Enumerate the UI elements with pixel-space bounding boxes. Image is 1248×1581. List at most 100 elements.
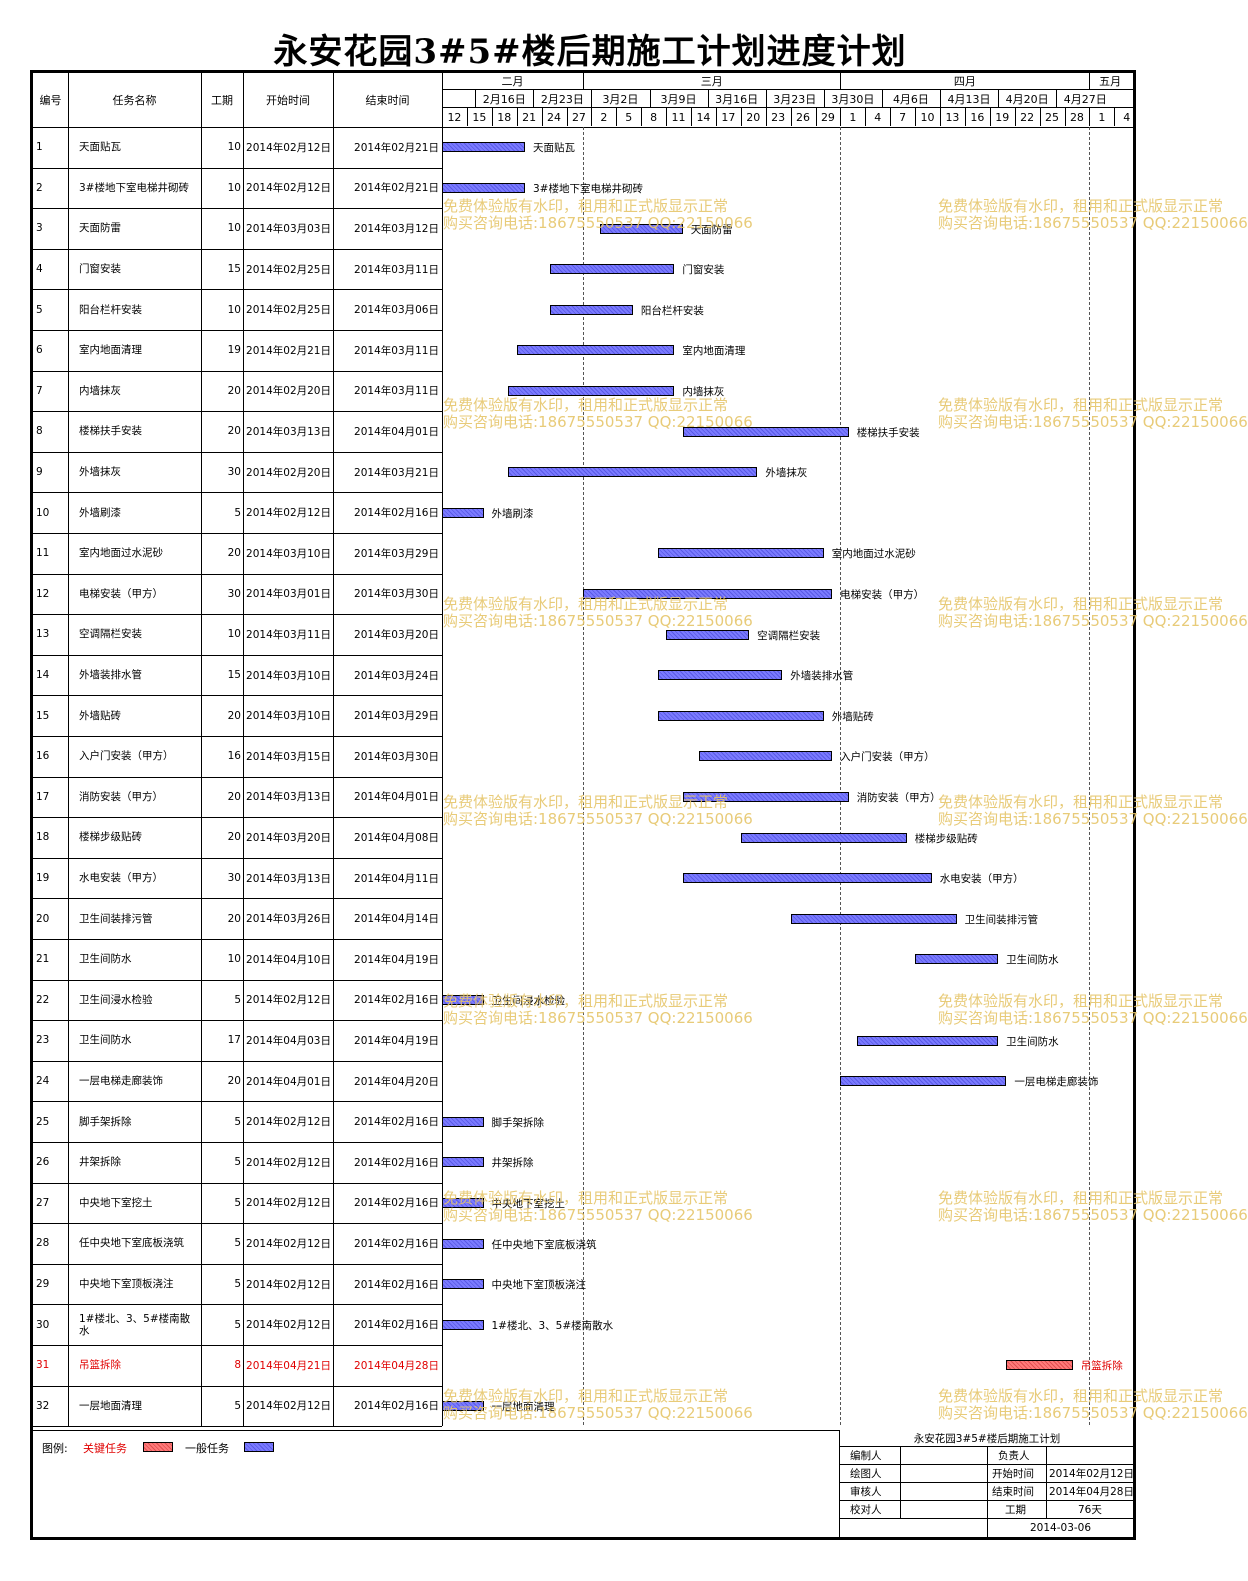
task-name: 卫生间防水 xyxy=(79,953,132,966)
row-line xyxy=(33,1345,442,1346)
month-divider xyxy=(1089,73,1091,89)
row-line xyxy=(33,167,442,169)
month-dashed-line xyxy=(1089,127,1091,1427)
task-id: 10 xyxy=(36,506,50,519)
task-duration: 10 xyxy=(227,141,241,154)
task-name: 井架拆除 xyxy=(79,1156,121,1169)
day-label: 28 xyxy=(1069,110,1084,124)
task-name: 一层地面清理 xyxy=(79,1399,142,1412)
day-label: 16 xyxy=(970,110,985,124)
task-duration: 15 xyxy=(227,669,241,682)
task-start: 2014年02月25日 xyxy=(246,304,331,317)
task-id: 29 xyxy=(36,1278,50,1291)
task-end: 2014年03月29日 xyxy=(354,710,439,723)
day-label: 22 xyxy=(1020,110,1035,124)
task-name: 中央地下室顶板浇注 xyxy=(79,1278,174,1291)
task-duration: 10 xyxy=(227,181,241,194)
task-duration: 5 xyxy=(234,1115,241,1128)
day-label: 18 xyxy=(497,110,512,124)
task-id: 18 xyxy=(36,831,50,844)
titleblock-date: 2014-03-06 xyxy=(1030,1521,1092,1534)
day-label: 4 xyxy=(874,110,882,124)
task-end: 2014年04月14日 xyxy=(354,913,439,926)
day-label: 1 xyxy=(1098,110,1106,124)
header-line xyxy=(442,107,1133,108)
task-name: 楼梯扶手安装 xyxy=(79,425,142,438)
day-label: 2 xyxy=(600,110,608,124)
task-id: 20 xyxy=(36,912,50,925)
week-divider xyxy=(881,90,883,107)
month-label: 五月 xyxy=(1099,75,1122,88)
task-name: 外墙贴砖 xyxy=(79,709,121,722)
task-name: 外墙抹灰 xyxy=(79,466,121,479)
task-end: 2014年03月24日 xyxy=(354,669,439,682)
header-line xyxy=(442,89,1133,90)
week-divider xyxy=(823,90,825,107)
task-duration: 5 xyxy=(234,1399,241,1412)
task-bar xyxy=(442,994,484,1005)
owner-label: 负责人 xyxy=(998,1450,1030,1462)
row-line xyxy=(33,533,442,534)
task-bar-label: 外墙刷漆 xyxy=(491,507,534,520)
task-start: 2014年03月11日 xyxy=(246,628,331,641)
day-label: 5 xyxy=(625,110,633,124)
day-divider xyxy=(541,108,543,126)
task-bar xyxy=(442,1319,484,1330)
task-bar-label: 消防安装（甲方） xyxy=(856,791,941,804)
task-start: 2014年02月12日 xyxy=(246,1278,331,1291)
week-label: 4月27日 xyxy=(1063,92,1107,106)
task-end: 2014年04月20日 xyxy=(354,1075,439,1088)
column-line xyxy=(333,73,334,1427)
row-line xyxy=(33,248,442,250)
task-id: 16 xyxy=(36,750,50,763)
task-duration: 20 xyxy=(227,547,241,560)
task-start: 2014年02月12日 xyxy=(246,1319,331,1332)
task-end: 2014年04月11日 xyxy=(354,872,439,885)
task-duration: 10 xyxy=(227,303,241,316)
task-end: 2014年03月30日 xyxy=(354,588,439,601)
row-line xyxy=(33,573,442,575)
page-title: 永安花园3#5#楼后期施工计划进度计划 xyxy=(273,32,907,72)
checker-label: 校对人 xyxy=(850,1504,882,1516)
task-bar-label: 楼梯扶手安装 xyxy=(856,426,920,439)
week-label: 4月20日 xyxy=(1005,92,1049,106)
task-name: 吊篮拆除 xyxy=(79,1359,121,1372)
task-name: 任中央地下室底板浇筑 xyxy=(79,1237,184,1250)
task-bar-label: 天面贴瓦 xyxy=(533,142,575,155)
day-label: 19 xyxy=(995,110,1010,124)
task-duration: 16 xyxy=(227,750,241,763)
task-start: 2014年04月03日 xyxy=(246,1034,331,1047)
month-dashed-line xyxy=(840,127,842,1427)
task-bar xyxy=(442,1238,484,1249)
task-bar-label: 室内地面清理 xyxy=(682,345,746,358)
task-start: 2014年02月12日 xyxy=(246,507,331,520)
day-divider xyxy=(989,108,991,126)
task-bar xyxy=(657,670,783,681)
task-bar xyxy=(682,426,849,437)
row-line xyxy=(33,1385,442,1387)
month-divider xyxy=(583,73,585,89)
day-label: 29 xyxy=(820,110,835,124)
task-duration: 19 xyxy=(227,344,241,357)
column-line xyxy=(243,73,244,1427)
task-bar-label: 一层地面清理 xyxy=(491,1400,555,1413)
task-duration: 20 xyxy=(227,1075,241,1088)
day-divider xyxy=(1039,108,1041,126)
task-id: 22 xyxy=(36,993,50,1006)
task-bar xyxy=(657,710,824,721)
task-id: 8 xyxy=(36,425,43,438)
row-line xyxy=(33,695,442,697)
task-name: 外墙装排水管 xyxy=(79,669,142,682)
row-line xyxy=(33,776,442,778)
task-bar-label: 任中央地下室底板浇筑 xyxy=(491,1238,597,1251)
task-start: 2014年03月03日 xyxy=(246,222,331,235)
day-divider xyxy=(840,108,842,126)
legend-label: 图例: xyxy=(42,1442,68,1455)
task-end: 2014年03月30日 xyxy=(354,750,439,763)
task-name: 空调隔栏安装 xyxy=(79,628,142,641)
day-label: 20 xyxy=(746,110,761,124)
task-bar xyxy=(442,142,525,153)
task-end: 2014年02月16日 xyxy=(354,1237,439,1250)
week-divider xyxy=(998,90,1000,107)
day-divider xyxy=(815,108,817,126)
